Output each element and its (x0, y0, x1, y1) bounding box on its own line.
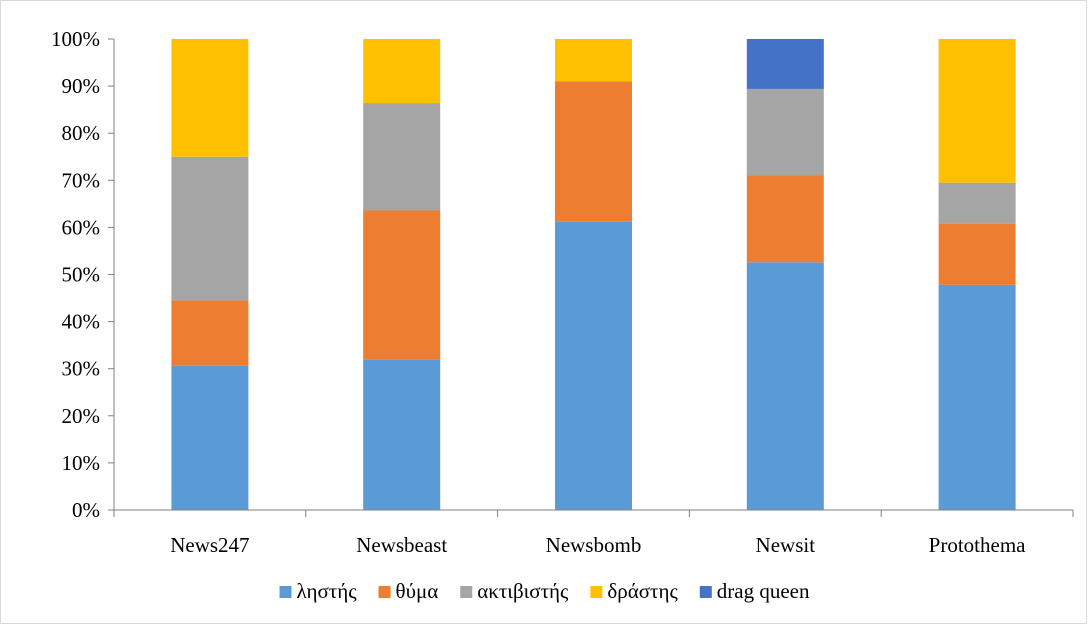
bar-segment-protothema-series-2 (938, 182, 1016, 224)
legend-label: ληστής (297, 579, 358, 603)
x-category-labels: News247 Newsbeast Newsbomb Newsit Protothema (170, 533, 1026, 557)
legend-swatch (699, 586, 712, 598)
bars-layer (171, 39, 1016, 510)
legend-swatch (590, 586, 603, 598)
bar-segment-newsbomb-series-3 (555, 39, 632, 82)
y-tick-label: 70% (62, 168, 101, 192)
y-tick-label: 50% (62, 263, 101, 287)
legend-label: δράστης (607, 579, 678, 603)
x-category-label: Protothema (929, 533, 1026, 557)
x-category-label: Newsbomb (546, 533, 642, 557)
bar-segment-protothema-series-0 (938, 284, 1016, 510)
y-tick-label: 40% (62, 310, 101, 334)
bar-segment-newsbeast-series-0 (363, 359, 441, 510)
bar-segment-newsbomb-series-0 (555, 221, 632, 510)
bar-segment-newsbeast-series-1 (363, 210, 441, 360)
y-tick-label: 60% (62, 215, 101, 239)
bar-segment-news247-series-0 (171, 365, 249, 510)
y-tick-label: 10% (62, 451, 101, 475)
x-category-label: Newsit (756, 533, 816, 557)
y-tick-label: 20% (62, 404, 101, 428)
bar-segment-newsbeast-series-2 (363, 103, 441, 211)
y-tick-label: 90% (62, 74, 101, 98)
bar-segment-newsit-series-4 (746, 39, 824, 89)
bar-segment-newsit-series-2 (746, 88, 824, 176)
bar-segment-protothema-series-3 (938, 39, 1016, 183)
legend-swatch (279, 586, 292, 598)
legend-label: drag queen (717, 579, 810, 603)
x-category-label: News247 (170, 533, 249, 557)
y-tick-label: 80% (62, 121, 101, 145)
y-tick-label: 0% (72, 498, 100, 522)
bar-segment-newsit-series-0 (746, 262, 824, 510)
y-tick-labels: 0% 10% 20% 30% 40% 50% 60% 70% 80% 90% 100% (51, 27, 100, 522)
legend: ληστής θύμα ακτιβιστής δράστης drag queen (279, 579, 810, 603)
y-tick-label: 30% (62, 357, 101, 381)
legend-label: θύμα (396, 579, 439, 603)
x-category-label: Newsbeast (356, 533, 447, 557)
legend-swatch (460, 586, 473, 598)
bar-segment-news247-series-3 (171, 39, 249, 157)
bar-segment-newsbomb-series-1 (555, 81, 632, 222)
bar-segment-news247-series-1 (171, 300, 249, 366)
legend-swatch (378, 586, 391, 598)
bar-segment-newsbeast-series-3 (363, 39, 441, 104)
axes-layer (108, 38, 1074, 517)
bar-segment-news247-series-2 (171, 156, 249, 301)
bar-segment-newsit-series-1 (746, 175, 824, 263)
legend-label: ακτιβιστής (477, 579, 569, 603)
bar-segment-protothema-series-1 (938, 223, 1016, 285)
y-tick-label: 100% (51, 27, 100, 51)
